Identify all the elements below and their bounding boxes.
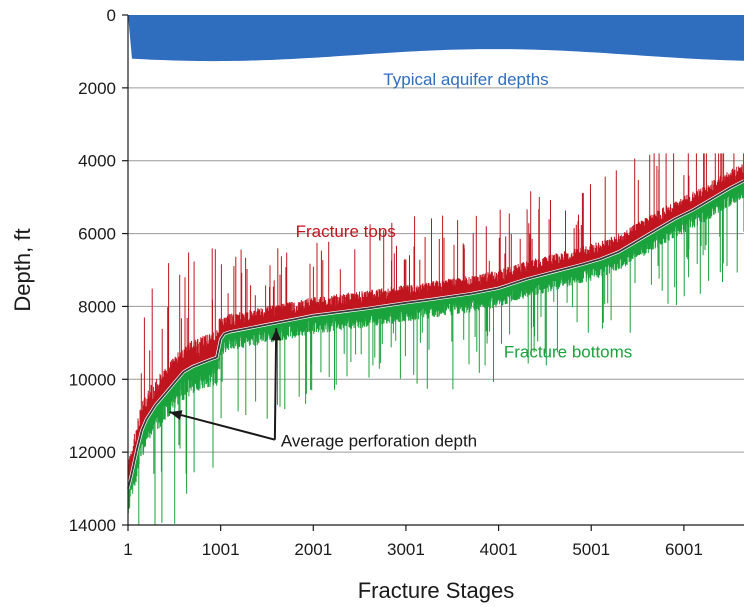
y-tick-label: 6000 (78, 225, 116, 244)
axes: 0 2000 4000 6000 8000 10000 12000 14000 1 1001 200… (69, 6, 744, 559)
gridlines (128, 87, 744, 453)
annotation-arrow (273, 328, 278, 440)
series-layer (126, 153, 744, 525)
aquifer-label: Typical aquifer depths (383, 70, 548, 89)
x-tick-label: 1001 (202, 540, 240, 559)
y-tick-label: 10000 (69, 370, 116, 389)
labels: Typical aquifer depths Fracture tops Fra… (10, 70, 632, 603)
x-tick-label: 6001 (665, 540, 703, 559)
y-tick-label: 8000 (78, 297, 116, 316)
x-axis-title: Fracture Stages (358, 578, 515, 603)
annotation-arrowhead (169, 410, 183, 420)
y-tick-label: 4000 (78, 152, 116, 171)
aquifer-band (128, 15, 744, 62)
x-tick-label: 5001 (572, 540, 610, 559)
x-tick-label: 4001 (480, 540, 518, 559)
average-perforation-label: Average perforation depth (281, 432, 477, 451)
x-tick-label: 3001 (387, 540, 425, 559)
x-tick-label: 1 (123, 540, 132, 559)
fracture-tops-label: Fracture tops (296, 222, 396, 241)
y-tick-label: 12000 (69, 443, 116, 462)
aquifer-band-shape (128, 15, 744, 62)
y-tick-label: 2000 (78, 79, 116, 98)
x-tick-label: 2001 (294, 540, 332, 559)
annotation-arrow (169, 411, 276, 441)
average-perforation-line (127, 180, 744, 489)
y-tick-label: 0 (107, 6, 116, 25)
fracture-bottoms-label: Fracture bottoms (504, 342, 633, 361)
y-axis-title: Depth, ft (10, 228, 35, 311)
annotation-arrowhead (271, 328, 282, 341)
y-tick-label: 14000 (69, 516, 116, 535)
